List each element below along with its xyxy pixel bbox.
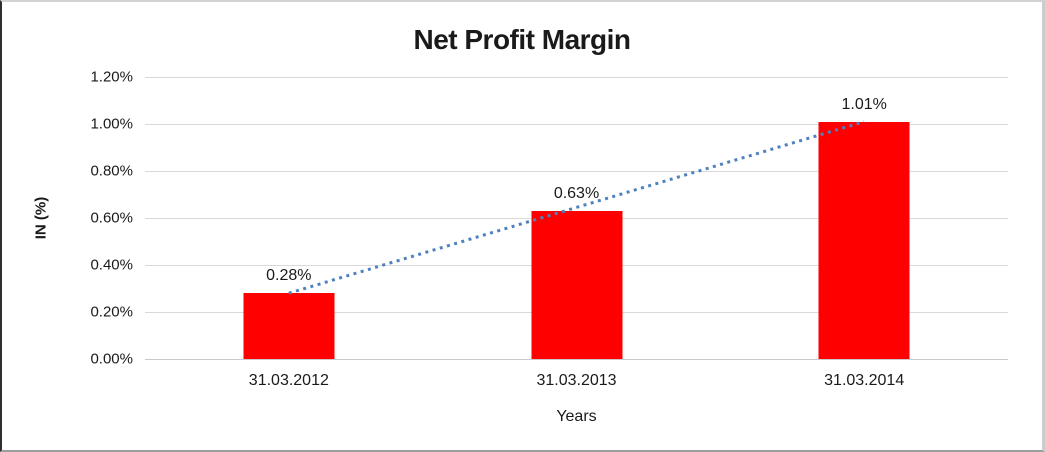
- bar-slot-2013: 0.63%: [433, 77, 721, 359]
- bar-slot-2012: 0.28%: [145, 77, 433, 359]
- chart-title: Net Profit Margin: [413, 24, 631, 55]
- x-axis-label: Years: [556, 408, 597, 425]
- bar-value-label: 1.01%: [841, 95, 887, 113]
- bar-value-label: 0.28%: [266, 267, 312, 285]
- y-axis-ticks: 1.20% 1.00% 0.80% 0.60% 0.40% 0.20% 0.00…: [2, 69, 133, 368]
- bar-2014: [818, 121, 910, 359]
- bar-slot-2014: 1.01%: [720, 77, 1008, 359]
- bar-value-label: 0.63%: [553, 184, 600, 202]
- y-tick: 0.00%: [90, 350, 133, 368]
- y-tick: 0.40%: [90, 256, 133, 274]
- bar-2012: [243, 293, 335, 359]
- x-tick: 31.03.2013: [536, 372, 617, 389]
- plot-area: 0.28% 0.63% 1.01%: [145, 77, 1008, 360]
- y-tick: 0.20%: [90, 303, 133, 321]
- x-tick: 31.03.2012: [248, 372, 329, 389]
- x-axis-ticks: 31.03.2012 31.03.2013 31.03.2014: [145, 372, 1008, 390]
- x-tick: 31.03.2014: [824, 372, 905, 389]
- y-tick: 1.00%: [90, 115, 133, 133]
- y-tick: 0.60%: [90, 209, 133, 227]
- bar-group: 0.28% 0.63% 1.01%: [145, 77, 1008, 359]
- trendline: [288, 120, 865, 295]
- bar-2013: [531, 210, 622, 359]
- y-tick: 0.80%: [90, 162, 133, 180]
- y-tick: 1.20%: [90, 68, 133, 86]
